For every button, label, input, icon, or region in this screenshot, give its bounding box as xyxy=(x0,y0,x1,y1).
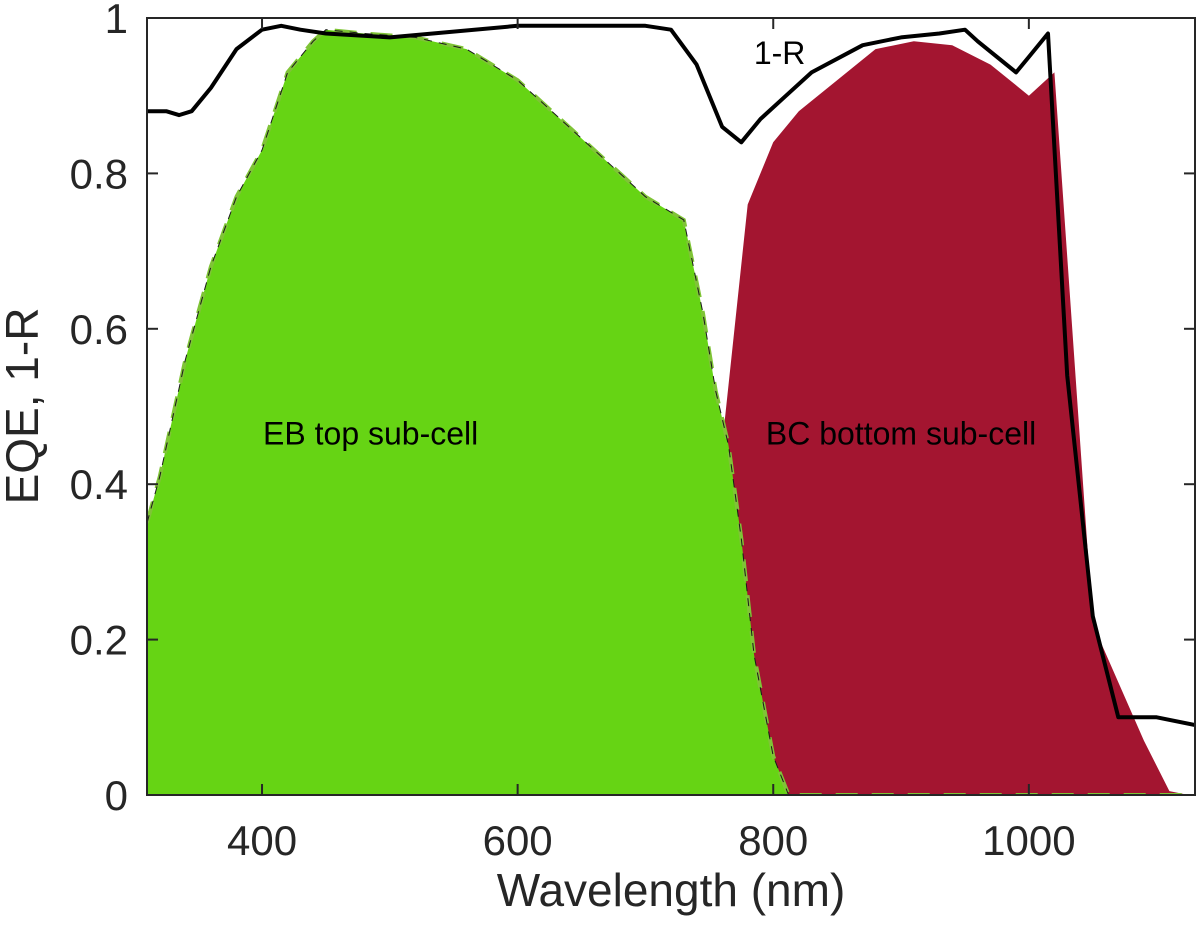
x-tick-label: 800 xyxy=(738,817,808,864)
annotation-label: EB top sub-cell xyxy=(263,416,478,452)
x-tick-label: 400 xyxy=(227,817,297,864)
chart-areas xyxy=(147,29,1195,795)
y-tick-label: 1 xyxy=(105,0,128,42)
y-tick-label: 0.2 xyxy=(70,617,128,664)
x-tick-label: 600 xyxy=(483,817,553,864)
x-axis-label: Wavelength (nm) xyxy=(497,864,846,916)
one-minus-r-line xyxy=(147,23,1195,728)
annotation-label: BC bottom sub-cell xyxy=(766,416,1036,452)
top-subcell-eqe-thin-dashed-line xyxy=(147,29,1195,795)
chart-lines xyxy=(147,23,1195,795)
x-tick-label: 1000 xyxy=(982,817,1075,864)
y-tick-label: 0.8 xyxy=(70,150,128,197)
annotation-label: 1-R xyxy=(754,35,806,71)
plot-frame xyxy=(146,17,1196,796)
axis-tick-labels: 400 600 800 1000 0 0.2 0.4 0.6 0.8 1 xyxy=(70,0,1076,864)
y-tick-label: 0 xyxy=(105,772,128,819)
y-axis-label: EQE, 1-R xyxy=(0,308,48,505)
axis-ticks xyxy=(147,17,1195,796)
y-tick-label: 0.6 xyxy=(70,306,128,353)
y-tick-label: 0.4 xyxy=(70,461,128,508)
chart-annotations: EB top sub-cell BC bottom sub-cell 1-R xyxy=(263,35,1036,452)
top-subcell-eqe-area xyxy=(147,29,1195,795)
bottom-subcell-eqe-area xyxy=(147,41,1189,795)
